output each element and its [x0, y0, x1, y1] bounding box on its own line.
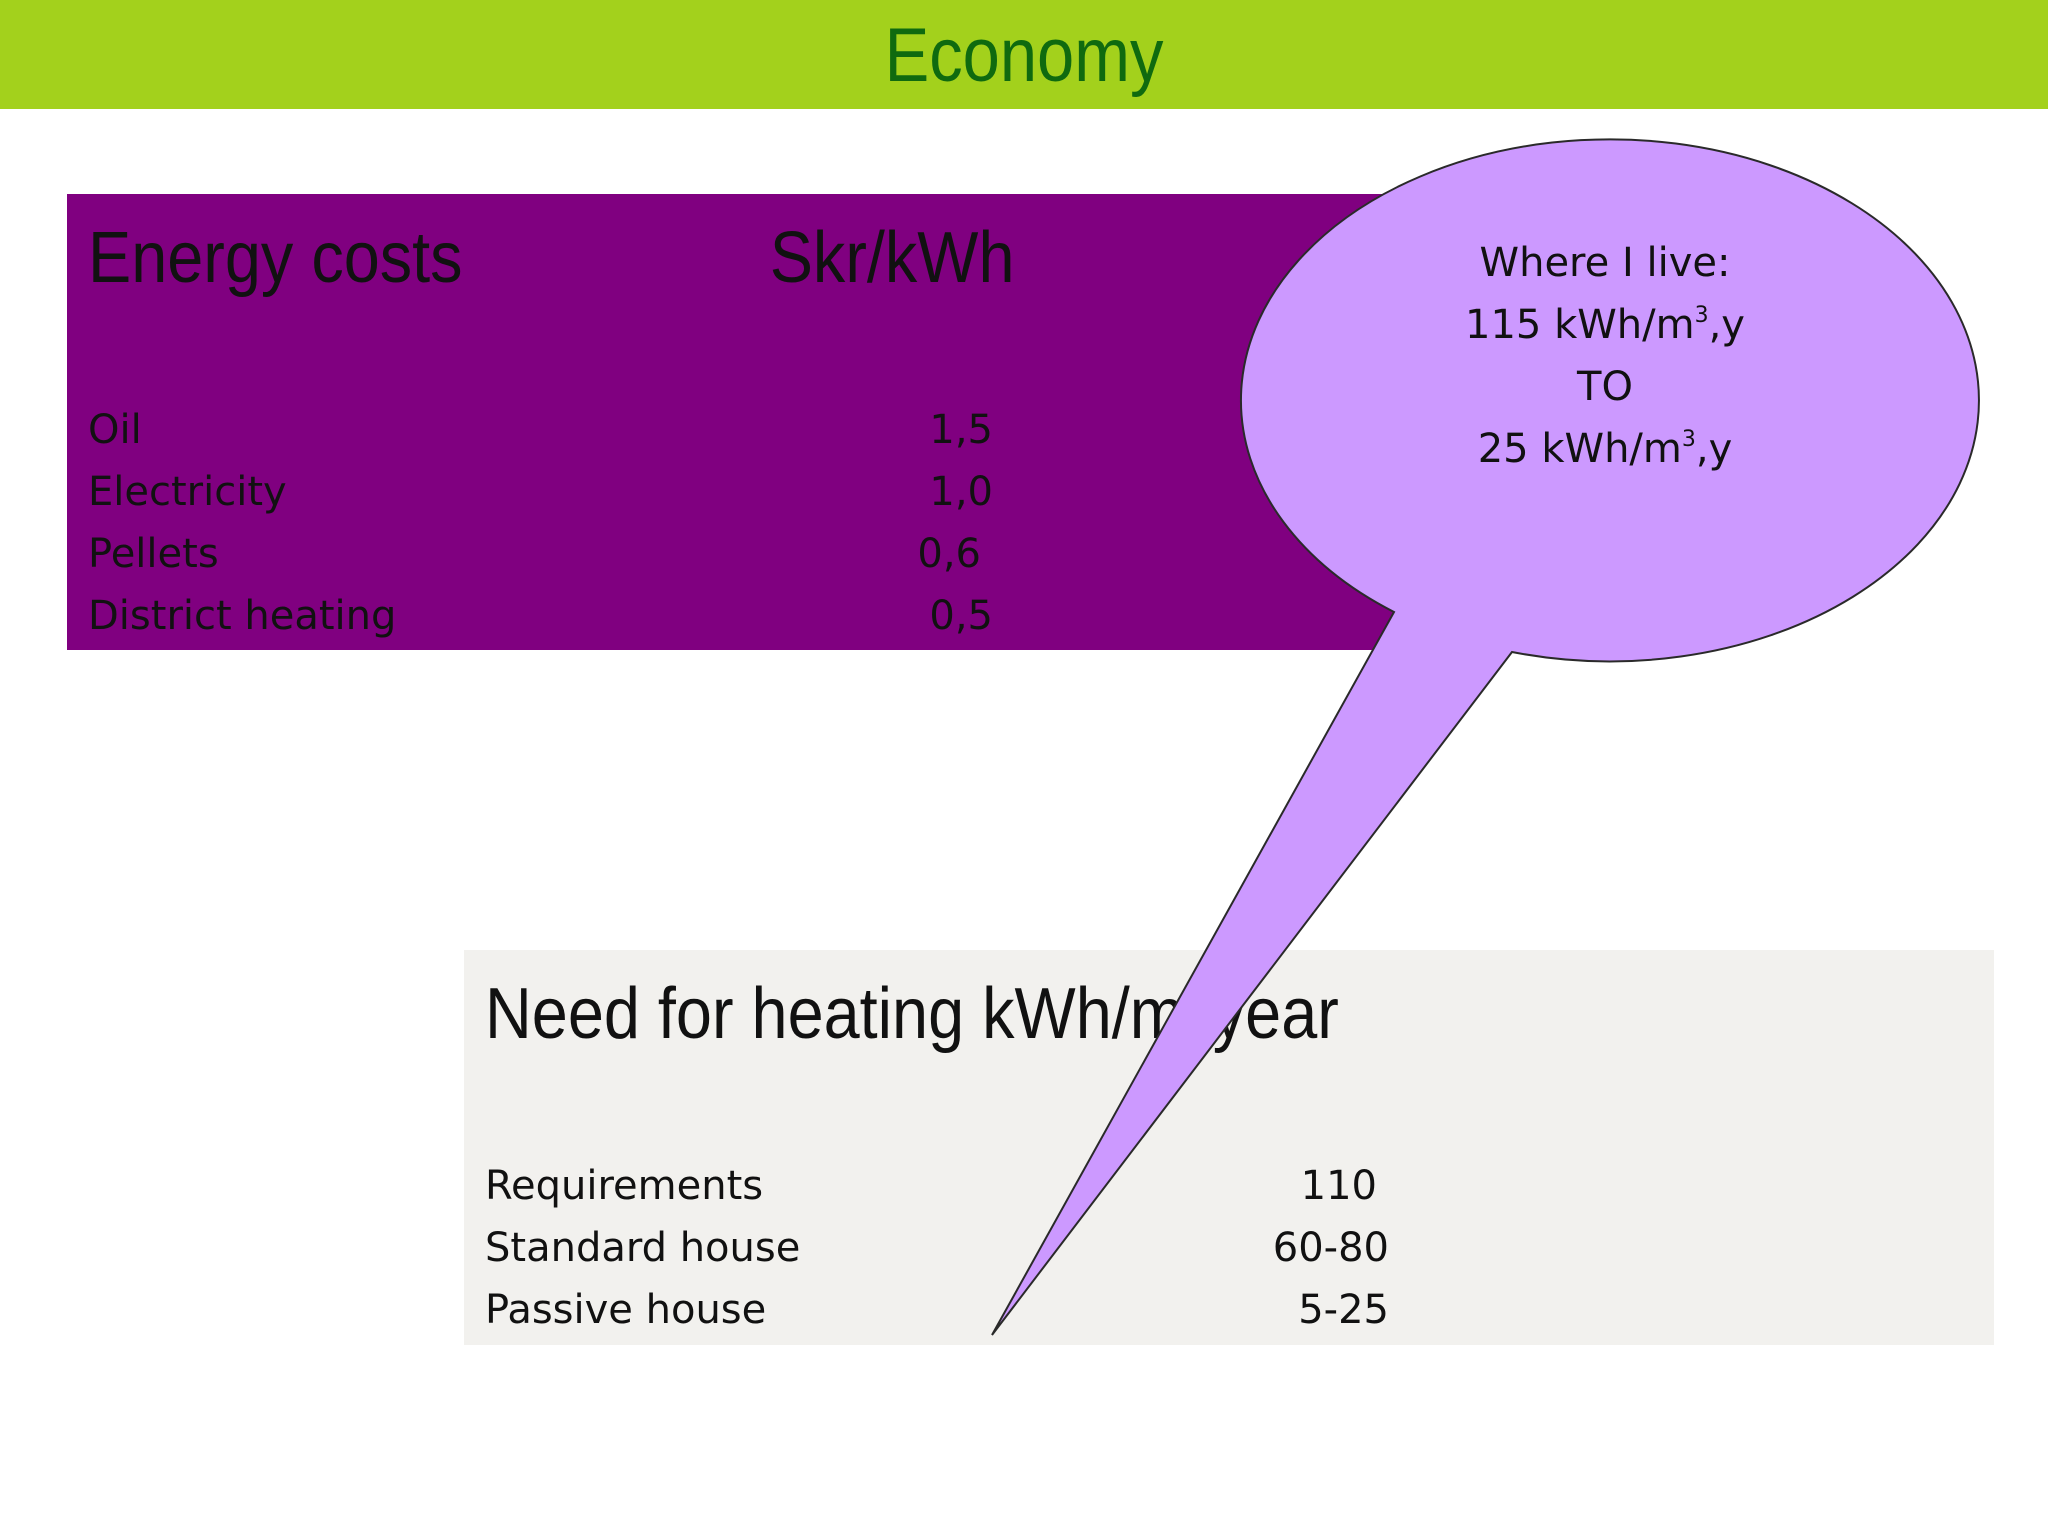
- callout-text: Where I live: 115 kWh/m3,y TO 25 kWh/m3,…: [1300, 232, 1910, 480]
- energy-row: District heating 0,5: [88, 585, 993, 647]
- title-bar: [0, 0, 2048, 109]
- heating-row: Standard house 60-80: [485, 1217, 1389, 1279]
- callout-sup: 3: [1681, 427, 1696, 452]
- heating-row-value: 5-25: [1298, 1287, 1389, 1333]
- energy-row: Electricity 1,0: [88, 461, 993, 523]
- energy-costs-heading: Energy costs: [88, 218, 463, 298]
- callout-unit: ,y: [1708, 302, 1745, 348]
- slide-title: Economy: [884, 13, 1164, 98]
- heating-row-label: Standard house: [485, 1225, 801, 1271]
- energy-row: Oil 1,5: [88, 399, 993, 461]
- energy-row: Pellets 0,6: [88, 523, 993, 585]
- heating-row: Passive house 5-25: [485, 1279, 1389, 1341]
- energy-row-label: Oil: [88, 407, 142, 453]
- heating-row-value: 110: [1300, 1163, 1377, 1209]
- callout-unit: ,y: [1695, 426, 1733, 472]
- heating-row-value: 60-80: [1272, 1225, 1389, 1271]
- callout-line: 115 kWh/m3,y: [1300, 294, 1910, 356]
- heating-row-label: Passive house: [485, 1287, 767, 1333]
- energy-row-value: 0,5: [929, 593, 993, 639]
- heating-heading-text: Need for heating kWh/m: [485, 974, 1184, 1054]
- energy-row-label: Pellets: [88, 531, 219, 577]
- energy-costs-box: [67, 194, 1410, 650]
- callout-line: TO: [1577, 364, 1633, 410]
- energy-row-value: 1,5: [929, 407, 993, 453]
- heating-row: Requirements 110: [485, 1155, 1389, 1217]
- callout-line: 25 kWh/m3,y: [1300, 418, 1910, 480]
- callout-value: 115 kWh/m: [1465, 302, 1695, 348]
- energy-row-label: District heating: [88, 593, 397, 639]
- callout-value: 25 kWh/m: [1477, 426, 1682, 472]
- callout-sup: 3: [1694, 303, 1709, 328]
- callout-line: Where I live:: [1479, 240, 1731, 286]
- energy-row-value: 1,0: [929, 469, 993, 515]
- energy-row-label: Electricity: [88, 469, 287, 515]
- callout-shape: [991, 138, 1980, 1336]
- energy-costs-unit: Skr/kWh: [769, 218, 1015, 298]
- energy-row-value: 0,6: [917, 531, 981, 577]
- heating-row-label: Requirements: [485, 1163, 764, 1209]
